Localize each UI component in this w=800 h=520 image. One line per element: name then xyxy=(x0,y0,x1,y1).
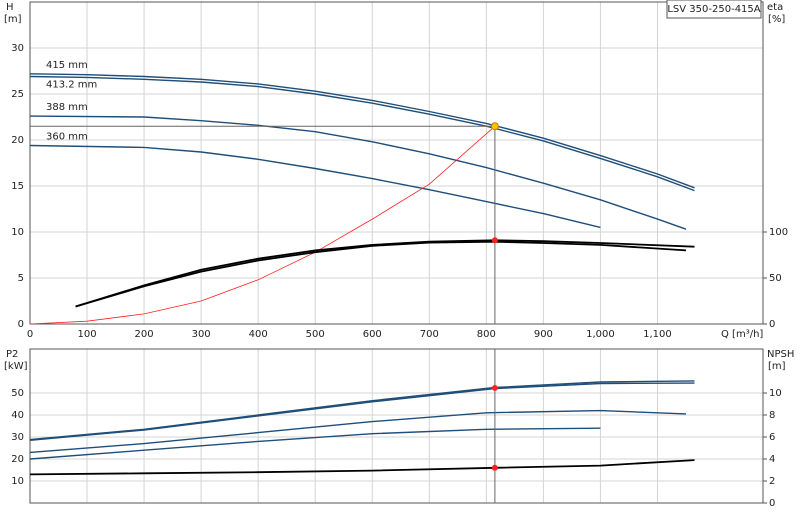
curve xyxy=(75,239,695,308)
x-label: Q [m³/h] xyxy=(721,329,763,340)
curve xyxy=(29,125,496,325)
y-unit: [kW] xyxy=(4,361,28,372)
y2-tick-label: 50 xyxy=(769,273,782,284)
npsh-point xyxy=(491,464,498,471)
y2-tick-label: 8 xyxy=(769,410,775,421)
y-tick-label: 40 xyxy=(11,410,24,421)
eta-point xyxy=(491,237,498,244)
curve-label: 415 mm xyxy=(46,60,88,71)
y-tick-label: 50 xyxy=(11,388,24,399)
y2-unit: [m] xyxy=(768,361,786,372)
y-tick-label: 5 xyxy=(18,273,24,284)
title-box xyxy=(666,0,762,19)
x-tick-label: 1,100 xyxy=(643,329,672,340)
x-tick-label: 600 xyxy=(363,329,382,340)
y2-label: NPSH xyxy=(767,349,794,360)
y-tick-label: 10 xyxy=(11,476,24,487)
y-label: P2 xyxy=(6,349,18,360)
y2-tick-label: 6 xyxy=(769,432,775,443)
p2-point xyxy=(491,384,498,391)
curve xyxy=(75,240,687,308)
curve xyxy=(29,75,695,192)
y2-tick-label: 2 xyxy=(769,476,775,487)
chart-title: LSV 350-250-415A xyxy=(667,4,760,15)
curve-label: 413.2 mm xyxy=(46,80,97,91)
y-tick-label: 0 xyxy=(18,319,24,330)
y2-tick-label: 0 xyxy=(769,498,775,509)
y-tick-label: 30 xyxy=(11,43,24,54)
op-point xyxy=(490,122,499,131)
curve xyxy=(29,144,601,229)
curve xyxy=(29,73,695,189)
y-label: H xyxy=(6,2,14,13)
curve-label: 360 mm xyxy=(46,132,88,143)
plot-frame xyxy=(29,348,764,504)
x-tick-label: 0 xyxy=(27,329,33,340)
y2-tick-label: 100 xyxy=(769,227,788,238)
y-unit: [m] xyxy=(4,14,22,25)
curve xyxy=(29,427,601,460)
y2-tick-label: 4 xyxy=(769,454,775,465)
curve xyxy=(29,115,687,230)
x-tick-label: 700 xyxy=(420,329,439,340)
x-tick-label: 500 xyxy=(306,329,325,340)
y-tick-label: 25 xyxy=(11,89,24,100)
y-tick-label: 30 xyxy=(11,432,24,443)
y-tick-label: 15 xyxy=(11,181,24,192)
x-tick-label: 800 xyxy=(477,329,496,340)
y2-label: eta xyxy=(767,2,783,13)
curve xyxy=(29,409,687,454)
y2-unit: [%] xyxy=(768,14,785,25)
y2-tick-label: 10 xyxy=(769,388,782,399)
x-tick-label: 200 xyxy=(135,329,154,340)
x-tick-label: 400 xyxy=(249,329,268,340)
y-tick-label: 20 xyxy=(11,454,24,465)
curve xyxy=(29,382,695,441)
y-tick-label: 10 xyxy=(11,227,24,238)
y-tick-label: 20 xyxy=(11,135,24,146)
x-tick-label: 900 xyxy=(534,329,553,340)
x-tick-label: 300 xyxy=(192,329,211,340)
y2-tick-label: 0 xyxy=(769,319,775,330)
plot-frame xyxy=(29,1,764,325)
curve xyxy=(29,459,695,476)
x-tick-label: 100 xyxy=(77,329,96,340)
x-tick-label: 1,000 xyxy=(586,329,615,340)
curve-label: 388 mm xyxy=(46,102,88,113)
